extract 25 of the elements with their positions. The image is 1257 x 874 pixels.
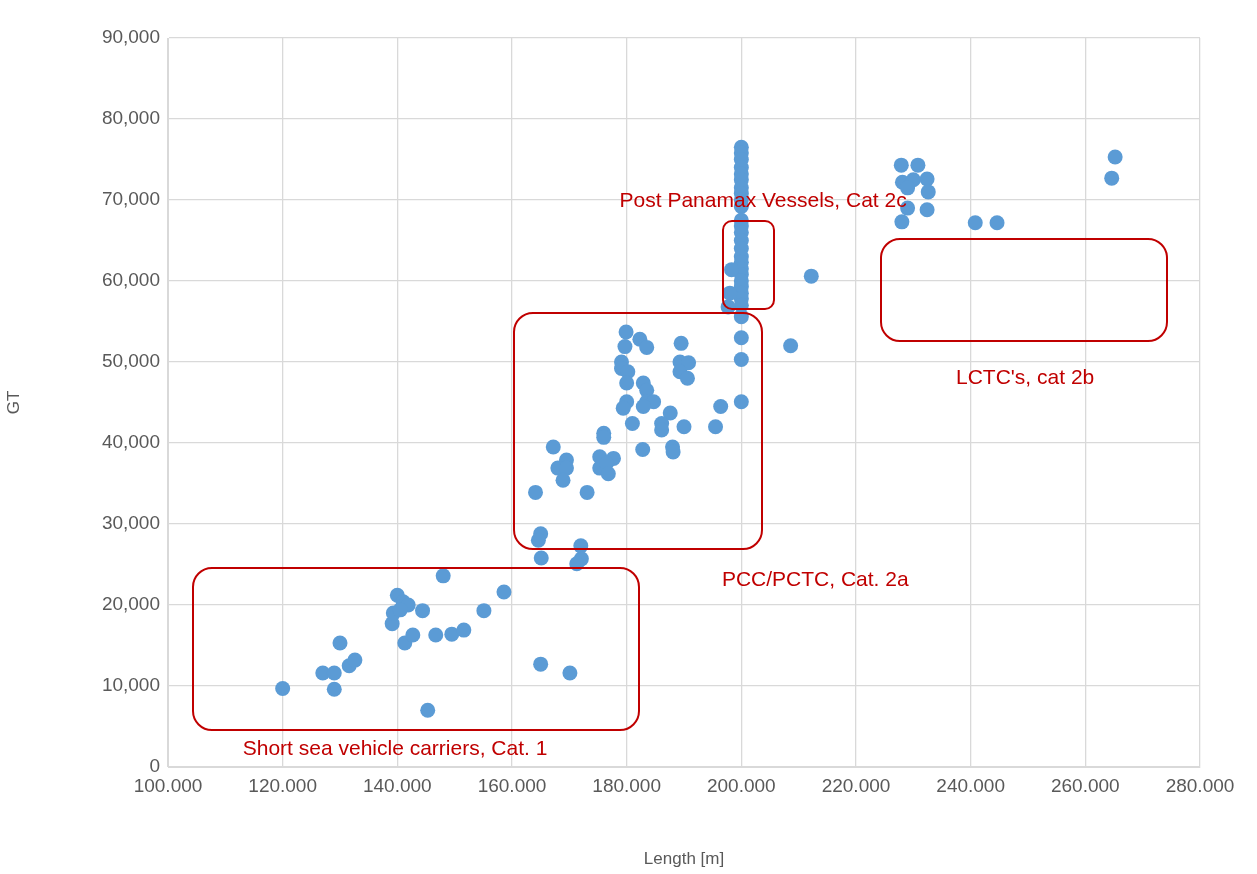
annotation: Short sea vehicle carriers, Cat. 1 xyxy=(242,735,548,759)
x-tick-label: 200.000 xyxy=(706,774,776,796)
x-tick-label: 100.000 xyxy=(133,774,203,796)
y-tick-label: 30,000 xyxy=(101,512,160,534)
y-tick-label: 40,000 xyxy=(101,431,160,453)
x-tick-label: 220.000 xyxy=(821,774,891,796)
y-axis-title: GT xyxy=(3,390,23,415)
x-tick-label: 140.000 xyxy=(362,774,432,796)
x-axis-title: Length [m] xyxy=(643,849,725,869)
y-tick-label: 60,000 xyxy=(101,269,160,291)
x-tick-label: 180.000 xyxy=(592,774,662,796)
x-tick-label: 240.000 xyxy=(936,774,1006,796)
annotation: LCTC's, cat 2b xyxy=(956,365,1095,388)
y-tick-label: 20,000 xyxy=(101,593,160,615)
y-tick-label: 10,000 xyxy=(101,674,160,696)
x-tick-label: 280.000 xyxy=(1165,774,1235,796)
x-tick-label: 260.000 xyxy=(1050,774,1120,796)
x-tick-label: 120.000 xyxy=(248,774,318,796)
y-tick-label: 90,000 xyxy=(101,26,160,48)
y-tick-label: 0 xyxy=(149,755,160,777)
y-tick-label: 80,000 xyxy=(101,107,160,129)
y-tick-label: 50,000 xyxy=(101,350,160,372)
x-tick-label: 160.000 xyxy=(477,774,547,796)
y-tick-label: 70,000 xyxy=(101,188,160,210)
annotation: PCC/PCTC, Cat. 2a xyxy=(721,566,909,590)
